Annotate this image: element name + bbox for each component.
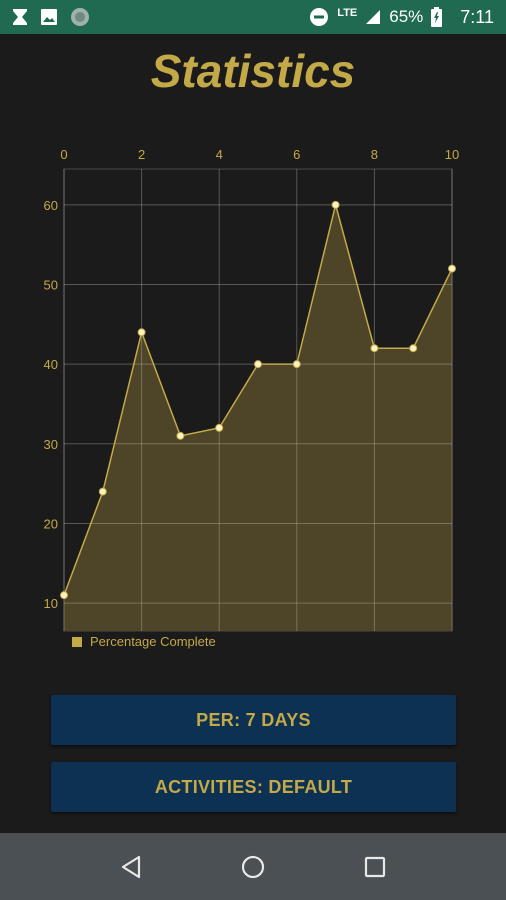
y-tick-label: 60 — [44, 198, 58, 213]
data-point — [137, 328, 146, 337]
network-type: LTE — [337, 7, 358, 19]
x-tick-label: 0 — [60, 147, 67, 162]
y-tick-label: 50 — [44, 278, 58, 293]
y-tick-label: 30 — [44, 437, 58, 452]
data-point — [370, 344, 379, 353]
data-point — [98, 487, 107, 496]
x-tick-label: 6 — [293, 147, 300, 162]
circle-app-icon — [70, 7, 90, 27]
image-icon — [40, 8, 58, 26]
back-button[interactable] — [106, 842, 156, 892]
data-point — [409, 344, 418, 353]
status-bar: LTE 65% 7:11 — [0, 0, 506, 34]
status-left-icons — [12, 7, 90, 27]
y-tick-label: 20 — [44, 516, 58, 531]
signal-icon — [365, 9, 381, 25]
data-point — [448, 264, 456, 273]
activities-button[interactable]: ACTIVITIES: DEFAULT — [51, 762, 456, 812]
x-tick-label: 4 — [216, 147, 223, 162]
status-time: 7:11 — [460, 6, 494, 27]
legend-swatch — [72, 636, 82, 647]
home-icon — [241, 855, 265, 879]
recents-icon — [364, 856, 386, 878]
status-right-icons: LTE 65% 7:11 — [309, 7, 494, 28]
y-tick-label: 40 — [44, 357, 58, 372]
legend-label: Percentage Complete — [90, 634, 216, 649]
y-tick-label: 10 — [44, 596, 58, 611]
do-not-disturb-icon — [309, 7, 329, 27]
data-point — [60, 591, 68, 600]
battery-icon — [431, 7, 443, 27]
statistics-chart: 0 2 4 6 8 10 10 20 30 40 50 60 — [0, 140, 506, 660]
x-tick-label: 8 — [371, 147, 378, 162]
back-icon — [120, 855, 142, 879]
per-days-button[interactable]: PER: 7 DAYS — [51, 695, 456, 745]
data-point — [292, 360, 301, 369]
chart-svg: 0 2 4 6 8 10 10 20 30 40 50 60 — [44, 147, 459, 632]
data-point — [254, 360, 262, 369]
chart-legend: Percentage Complete — [72, 634, 216, 649]
page-title: Statistics — [150, 45, 356, 97]
navigation-bar — [0, 833, 506, 900]
data-point — [215, 423, 224, 432]
x-tick-label: 10 — [445, 147, 459, 162]
data-point — [176, 431, 185, 440]
data-point — [331, 200, 340, 209]
battery-percent: 65% — [389, 7, 424, 26]
recents-button[interactable] — [350, 842, 400, 892]
hourglass-icon — [12, 8, 28, 26]
x-tick-label: 2 — [138, 147, 145, 162]
area-fill — [64, 204, 452, 631]
home-button[interactable] — [228, 842, 278, 892]
